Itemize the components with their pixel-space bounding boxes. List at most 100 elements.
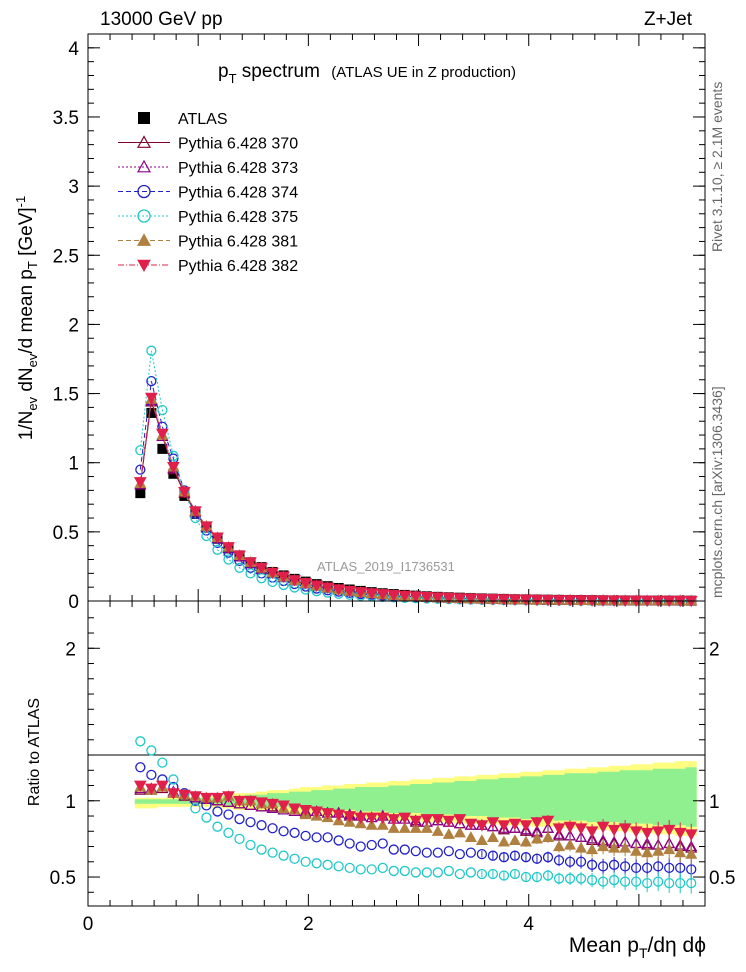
ratio-point [619,841,632,853]
ratio-point [453,826,466,838]
ratio-point [432,867,443,878]
main-point [464,593,478,605]
ratio-point [420,814,434,826]
ratio-series-3 [135,736,697,894]
ratio-point [586,874,598,886]
ratio-point [619,861,631,872]
ratio-point [421,867,432,878]
ratio-point [409,815,423,828]
legend-marker [138,112,150,124]
ratio-y-tick-label-right: 0.5 [709,868,735,889]
ratio-point [189,791,202,803]
ratio-point [619,876,631,887]
ratio-point [222,791,235,803]
legend-marker [136,233,152,246]
ratio-point [630,844,643,856]
ratio-point [310,806,323,818]
ratio-point [552,823,566,835]
main-point [310,580,323,592]
ratio-point [146,769,157,780]
ratio-point [664,877,675,889]
ratio-point [399,844,410,855]
ratio-point [684,829,698,841]
ratio-point [508,821,521,833]
main-point [145,392,158,405]
ratio-point [366,839,377,851]
ratio-point [399,865,410,877]
main-point [508,594,522,606]
main-y-tick-label: 4 [68,39,79,60]
ratio-point [497,821,510,833]
ratio-axis-ticks: 0.5 0.5 1 1 2 2 0 2 4 [50,601,735,935]
ratio-point [519,820,533,832]
ratio-point [498,870,510,881]
legend-marker [136,159,152,173]
ratio-point [266,798,279,811]
x-label-sub: T [639,945,648,961]
main-y-tick-label: 0 [68,592,79,613]
main-axis-ticks: 0 0.5 1 1.5 2 2.5 3 3.5 4 [53,34,705,613]
main-point [387,590,401,602]
main-point [201,530,212,542]
ratio-point [618,823,632,835]
ratio-point [596,821,610,834]
main-y-tick-label: 2 [68,315,79,336]
main-series-0 [135,407,697,606]
main-point [431,592,445,604]
main-point [332,584,346,596]
ratio-point [608,841,621,853]
main-point [398,590,412,603]
ratio-point [497,823,510,835]
ratio-point [542,852,554,863]
main-y-tick-label: 1 [68,454,79,475]
ratio-point [608,859,620,870]
ratio-point [135,736,146,747]
main-point [343,585,357,598]
ratio-point [465,867,477,878]
ratio-point [178,789,191,802]
ratio-point [519,835,532,847]
ratio-point [508,834,521,846]
ratio-point [289,853,300,864]
main-point [541,594,555,607]
ratio-point [256,844,267,855]
legend-label: Pythia 6.428 375 [178,209,298,226]
ratio-point [630,876,642,887]
ratio-point [651,826,665,838]
main-point [146,375,157,387]
x-label-main: Mean p [569,934,639,957]
ratio-panel: 0.5 0.5 1 1 2 2 0 2 4 Ratio to ATLAS [26,600,735,935]
main-point [244,557,257,569]
ratio-point [664,862,675,874]
ratio-point [653,876,664,887]
ratio-point [642,862,653,874]
ratio-point [223,809,234,820]
legend-marker [137,259,151,273]
main-title-note: (ATLAS UE in Z production) [331,64,516,81]
ratio-point [289,827,300,838]
ratio-point [509,850,521,861]
ratio-point [575,841,588,853]
ratio-point [663,843,676,855]
mcplots-label: mcplots.cern.ch [arXiv:1306.3436] [709,386,725,598]
ratio-point [300,830,311,841]
ratio-point [662,824,676,837]
ratio-point [553,855,565,866]
ratio-point [464,831,477,842]
main-point [135,464,146,475]
ratio-point [431,825,444,836]
ratio-point [333,835,344,846]
ratio-point [234,813,245,825]
ratio-point [454,868,466,880]
main-point [409,591,423,603]
rivet-label: Rivet 3.1.10, ≥ 2.1M events [709,82,725,252]
ratio-point [597,840,610,852]
ratio-point [486,831,499,842]
ratio-point [233,795,246,808]
ratio-point [322,859,333,870]
legend-marker [137,184,151,199]
ratio-point [530,832,543,844]
ratio-point [564,873,576,884]
main-point [223,554,234,565]
ratio-point [387,821,400,833]
